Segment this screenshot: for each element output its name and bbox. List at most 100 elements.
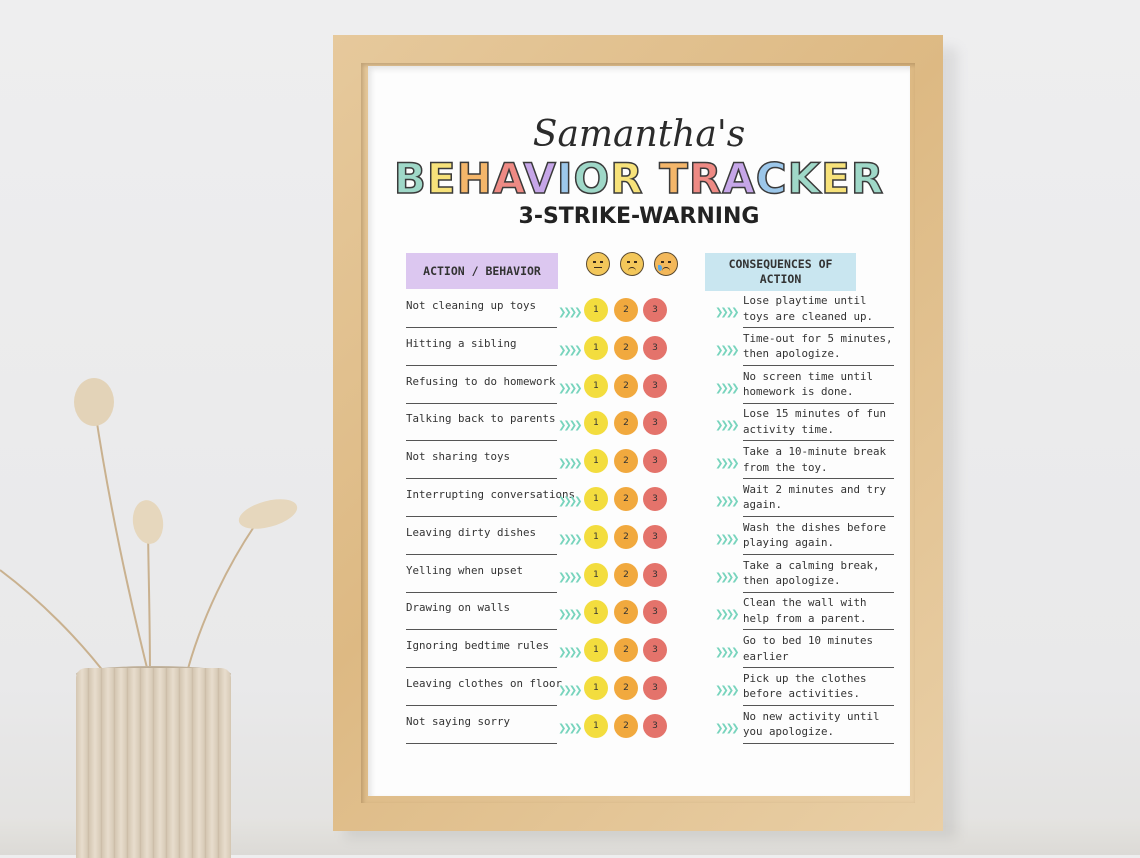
behavior-text: Talking back to parents — [406, 412, 556, 426]
title-letter: B — [393, 153, 427, 204]
consequence-text: Clean the wall with help from a parent. — [743, 596, 867, 625]
chevron-arrows-icon: ❯❯❯❯ — [715, 495, 739, 507]
behavior-row: Talking back to parents ❯❯❯❯ ❯❯❯❯ 1 2 3 Lose 1… — [406, 405, 894, 443]
strike-circle-1: 1 — [584, 675, 608, 700]
strike-circle-1: 1 — [584, 486, 608, 511]
consequence-underline — [743, 440, 894, 442]
chevron-arrows-icon: ❯❯❯❯ — [558, 458, 582, 470]
face-icons — [586, 252, 678, 280]
consequence-text: Lose 15 minutes of fun activity time. — [743, 407, 887, 436]
strike-circle-1: 1 — [584, 524, 608, 549]
consequence-text: Take a 10-minute break from the toy. — [743, 445, 887, 474]
strike-circle-3: 3 — [643, 373, 667, 398]
chevron-arrows-icon: ❯❯❯❯ — [715, 684, 739, 696]
chevron-arrows-icon: ❯❯❯❯ — [558, 382, 582, 394]
strike-circle-2: 2 — [614, 335, 638, 360]
header-consequences: CONSEQUENCES OF ACTION — [705, 253, 856, 291]
strike-circle-2: 2 — [614, 411, 638, 436]
chevron-arrows-icon: ❯❯❯❯ — [715, 533, 739, 545]
chevron-arrows-icon: ❯❯❯❯ — [558, 420, 582, 432]
behavior-row: Leaving dirty dishes ❯❯❯❯ ❯❯❯❯ 1 2 3 Wash the … — [406, 519, 894, 557]
strike-circle-1: 1 — [584, 335, 608, 360]
strike-circle-3: 3 — [643, 298, 667, 322]
behavior-row: Drawing on walls ❯❯❯❯ ❯❯❯❯ 1 2 3 Clean the wal… — [406, 594, 894, 632]
chevron-arrows-icon: ❯❯❯❯ — [558, 307, 582, 318]
behavior-text: Refusing to do homework — [406, 374, 556, 388]
title-letter: E — [820, 153, 851, 204]
chevron-arrows-icon: ❯❯❯❯ — [715, 647, 739, 659]
strike-circle-2: 2 — [614, 713, 638, 738]
strike-circle-3: 3 — [643, 638, 667, 663]
consequence-text: No screen time until homework is done. — [743, 369, 874, 399]
title-letter: H — [456, 153, 493, 204]
chevron-arrows-icon: ❯❯❯❯ — [558, 722, 582, 734]
behavior-underline — [406, 591, 557, 593]
title-letter: C — [755, 153, 788, 204]
consequence-text: Pick up the clothes before activities. — [743, 671, 867, 701]
consequence-text: Wash the dishes before playing again. — [743, 520, 887, 550]
strike-circle-2: 2 — [614, 562, 638, 587]
consequence-text: Take a calming break, then apologize. — [743, 558, 880, 588]
chevron-arrows-icon: ❯❯❯❯ — [558, 684, 582, 696]
sad-face-icon — [620, 252, 644, 276]
poster-tagline: 3-STRIKE-WARNING — [518, 204, 760, 229]
chevron-arrows-icon: ❯❯❯❯ — [715, 382, 739, 394]
behavior-text: Interrupting conversations — [406, 487, 576, 501]
strike-circle-3: 3 — [643, 335, 667, 360]
header-action-behavior: ACTION / BEHAVIOR — [406, 253, 558, 289]
behavior-row: Not saying sorry ❯❯❯❯ ❯❯❯❯ 1 2 3 No new activi… — [406, 708, 894, 746]
consequence-underline — [743, 629, 894, 631]
chevron-arrows-icon: ❯❯❯❯ — [715, 609, 739, 621]
behavior-text: Not cleaning up toys — [406, 299, 537, 312]
strike-circle-3: 3 — [643, 486, 667, 511]
strike-circle-1: 1 — [584, 449, 608, 474]
strike-circle-2: 2 — [614, 449, 638, 474]
strike-circle-2: 2 — [614, 373, 638, 398]
poster-name: Samantha's — [532, 114, 746, 155]
strike-circle-3: 3 — [643, 562, 667, 587]
behavior-row: Leaving clothes on floor ❯❯❯❯ ❯❯❯❯ 1 2 3 Pick … — [406, 670, 894, 708]
strike-circle-3: 3 — [643, 713, 667, 738]
title-letter: A — [721, 153, 756, 204]
behavior-row: Yelling when upset ❯❯❯❯ ❯❯❯❯ 1 2 3 Take a calm… — [406, 557, 894, 595]
behavior-underline — [406, 742, 557, 744]
title-letter — [644, 154, 660, 203]
behavior-underline — [406, 402, 557, 404]
consequence-underline — [743, 742, 894, 744]
behavior-row: Not cleaning up toys ❯❯❯❯ ❯❯❯❯ 1 2 3 Lose play… — [406, 292, 894, 330]
behavior-text: Yelling when upset — [406, 563, 524, 577]
crying-face-icon — [654, 252, 678, 276]
strike-circle-1: 1 — [584, 600, 608, 625]
chevron-arrows-icon: ❯❯❯❯ — [558, 609, 582, 621]
behavior-rows: Not cleaning up toys ❯❯❯❯ ❯❯❯❯ 1 2 3 Lose play… — [406, 292, 894, 746]
poster-title: BEHAVIOR TRACKER — [368, 153, 910, 204]
title-letter: V — [523, 153, 557, 204]
chevron-arrows-icon: ❯❯❯❯ — [715, 458, 739, 470]
strike-circle-1: 1 — [584, 562, 608, 587]
behavior-underline — [406, 629, 557, 631]
dried-flower-stems — [0, 378, 298, 681]
behavior-underline — [406, 553, 557, 555]
chevron-arrows-icon: ❯❯❯❯ — [558, 495, 582, 507]
behavior-underline — [406, 704, 557, 706]
behavior-text: Leaving dirty dishes — [406, 525, 537, 539]
strike-circle-3: 3 — [643, 449, 667, 474]
strike-circle-1: 1 — [584, 411, 608, 436]
behavior-underline — [406, 440, 557, 442]
consequence-underline — [743, 327, 894, 328]
strike-circle-1: 1 — [584, 373, 608, 398]
chevron-arrows-icon: ❯❯❯❯ — [715, 571, 739, 583]
behavior-row: Not sharing toys ❯❯❯❯ ❯❯❯❯ 1 2 3 Take a 10-min… — [406, 443, 894, 481]
consequence-underline — [743, 515, 894, 517]
strike-circle-1: 1 — [584, 713, 608, 738]
chevron-arrows-icon: ❯❯❯❯ — [715, 344, 739, 356]
consequence-text: No new activity until you apologize. — [743, 709, 880, 739]
strike-circle-3: 3 — [643, 600, 667, 625]
title-letter: A — [492, 153, 524, 204]
behavior-underline — [406, 327, 557, 328]
chevron-arrows-icon: ❯❯❯❯ — [558, 533, 582, 545]
behavior-row: Hitting a sibling ❯❯❯❯ ❯❯❯❯ 1 2 3 Time-out for… — [406, 330, 894, 368]
strike-circle-1: 1 — [584, 638, 608, 663]
consequence-underline — [743, 402, 894, 404]
behavior-row: Refusing to do homework ❯❯❯❯ ❯❯❯❯ 1 2 3 No scr… — [406, 368, 894, 406]
